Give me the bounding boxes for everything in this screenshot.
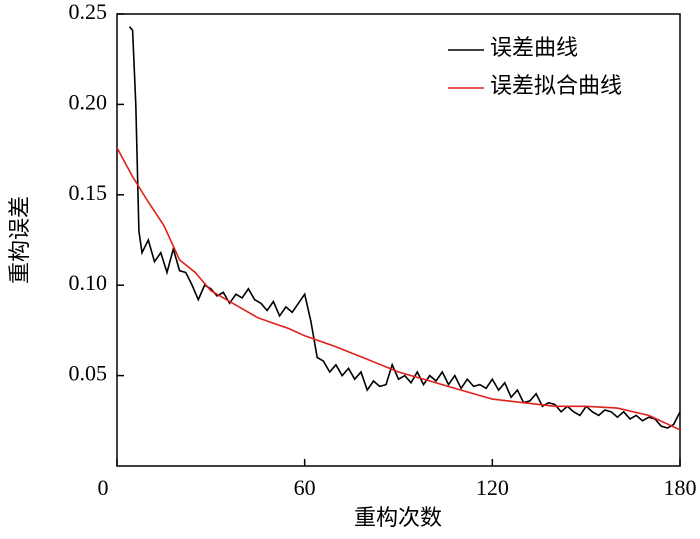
legend-label: 误差曲线 [490, 35, 578, 60]
x-tick-label: 0 [98, 475, 109, 500]
x-tick-label: 180 [664, 475, 697, 500]
y-tick-label: 0.25 [69, 0, 108, 24]
x-axis-label: 重构次数 [354, 505, 442, 530]
plot-frame [116, 13, 681, 467]
y-axis-label: 重构误差 [7, 196, 32, 284]
legend-label: 误差拟合曲线 [490, 73, 622, 98]
y-tick-label: 0.05 [69, 361, 108, 386]
x-tick-label: 60 [294, 475, 316, 500]
y-tick-label: 0.20 [69, 89, 108, 114]
series-line [116, 147, 681, 431]
y-tick-label: 0.10 [69, 270, 108, 295]
y-tick-label: 0.15 [69, 180, 108, 205]
x-tick-label: 120 [476, 475, 509, 500]
